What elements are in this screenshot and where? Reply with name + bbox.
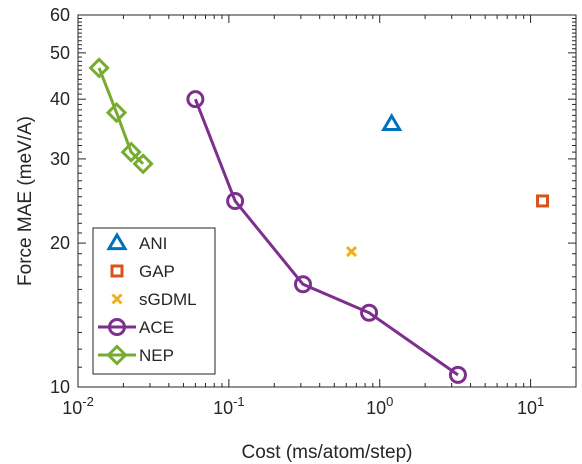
data-point-ace	[226, 191, 245, 210]
legend-marker-ani	[106, 232, 128, 251]
data-point-nep	[88, 57, 110, 79]
y-tick-label: 30	[50, 149, 70, 169]
x-tick-label-base: 10	[517, 398, 537, 418]
x-tick-label: 10-1	[213, 394, 245, 418]
y-tick-label: 20	[50, 233, 70, 253]
series-markers	[88, 57, 550, 384]
x-tick-label: 10-2	[62, 394, 94, 418]
series-lines	[97, 67, 459, 377]
x-axis-label: Cost (ms/atom/step)	[241, 442, 412, 463]
data-point-ace	[448, 365, 467, 384]
x-tick-label-exponent: -2	[82, 394, 94, 409]
legend-label-nep: NEP	[139, 346, 174, 365]
legend-marker-ace	[108, 318, 126, 336]
x-tick-label: 100	[366, 394, 393, 418]
legend-marker-nep	[106, 344, 128, 366]
legend: ANI GAP sGDML ACE NEP	[92, 227, 216, 375]
series-line-ace	[193, 98, 459, 377]
legend-marker-gap	[110, 264, 124, 278]
data-point-ace	[186, 90, 205, 109]
data-point-ani	[381, 113, 403, 132]
data-point-nep	[120, 141, 142, 163]
legend-label-sgdml: sGDML	[139, 290, 197, 309]
y-axis-label: Force MAE (meV/A)	[15, 116, 36, 286]
x-tick-label-exponent: 1	[537, 394, 544, 409]
x-tick-label-base: 10	[366, 398, 386, 418]
x-tick-label: 101	[517, 394, 544, 418]
legend-label-ace: ACE	[139, 318, 174, 337]
x-tick-label-exponent: 0	[386, 394, 393, 409]
y-tick-label: 40	[50, 89, 70, 109]
x-tick-labels: 10-2 10-1 100 101	[62, 394, 544, 418]
y-tick-label: 10	[50, 377, 70, 397]
axis-ticks	[77, 14, 577, 388]
x-marker-stroke	[345, 246, 358, 258]
y-tick-label: 50	[50, 43, 70, 63]
y-tick-label: 60	[50, 5, 70, 25]
x-tick-label-exponent: -1	[233, 394, 245, 409]
y-tick-labels: 10 20 30 40 50 60	[50, 5, 70, 397]
legend-marker-sgdml	[111, 293, 123, 305]
series-line-nep	[97, 67, 145, 165]
x-marker-stroke	[111, 293, 123, 305]
data-point-ace	[360, 303, 379, 322]
data-point-ace	[293, 275, 312, 294]
data-point-nep	[105, 101, 128, 124]
x-tick-label-base: 10	[213, 398, 233, 418]
x-tick-label-base: 10	[62, 398, 82, 418]
data-point-gap	[536, 194, 550, 208]
legend-label-ani: ANI	[139, 234, 167, 253]
data-point-sgdml	[345, 246, 358, 258]
data-point-nep	[132, 153, 154, 175]
legend-label-gap: GAP	[139, 262, 175, 281]
